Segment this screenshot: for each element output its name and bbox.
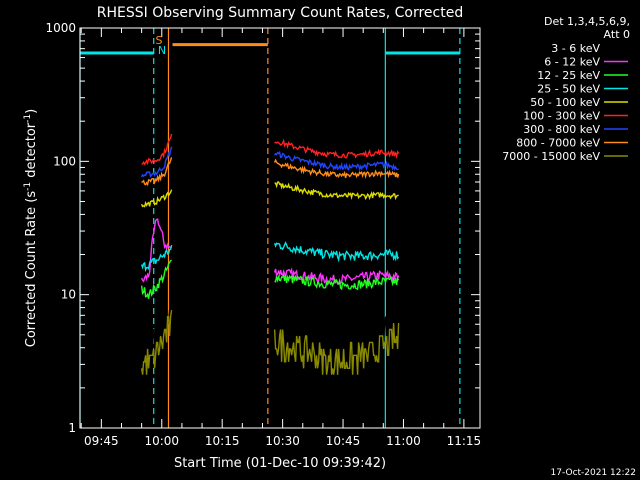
series-7000-15000kev bbox=[140, 309, 400, 375]
series-trace bbox=[274, 273, 400, 291]
x-tick-label: 09:45 bbox=[84, 434, 119, 448]
x-tick-label: 11:00 bbox=[386, 434, 421, 448]
legend-label: 12 - 25 keV bbox=[537, 69, 600, 82]
series-trace bbox=[140, 244, 173, 273]
series-trace bbox=[273, 158, 400, 180]
y-axis-label-mid: detector bbox=[24, 122, 39, 182]
series-trace bbox=[274, 181, 399, 201]
x-tick-label: 10:00 bbox=[144, 434, 179, 448]
legend-label: 25 - 50 keV bbox=[537, 83, 600, 96]
series-300-800kev bbox=[140, 146, 399, 179]
legend-label: 7000 - 15000 keV bbox=[502, 150, 600, 163]
y-tick-label: 1 bbox=[68, 421, 76, 435]
series-layer bbox=[140, 133, 400, 375]
y-axis-label-prefix: Corrected Count Rate (s bbox=[24, 191, 39, 348]
series-trace bbox=[273, 241, 400, 263]
x-tick-label: 10:45 bbox=[326, 434, 361, 448]
y-axis-label: Corrected Count Rate (s-1 detector-1) bbox=[23, 109, 39, 347]
legend-label: 3 - 6 keV bbox=[551, 42, 600, 55]
attenuator-label: Att 0 bbox=[604, 28, 630, 41]
y-axis-label-sup1: -1 bbox=[23, 182, 33, 191]
series-trace bbox=[140, 189, 173, 208]
series-trace bbox=[140, 146, 173, 179]
series-800-7000kev bbox=[141, 157, 400, 187]
series-trace bbox=[273, 322, 400, 375]
y-tick-label: 1000 bbox=[45, 21, 76, 35]
series-100-300kev bbox=[141, 133, 400, 166]
x-tick-label: 11:15 bbox=[447, 434, 482, 448]
x-tick-label: 10:15 bbox=[205, 434, 240, 448]
series-trace bbox=[274, 138, 400, 160]
series-25-50kev bbox=[140, 241, 400, 273]
series-trace bbox=[140, 259, 172, 299]
y-tick-label: 100 bbox=[53, 154, 76, 168]
series-trace bbox=[141, 157, 173, 187]
series-trace bbox=[140, 309, 173, 375]
series-trace bbox=[140, 218, 173, 283]
series-trace bbox=[274, 150, 399, 172]
saa-marker-s: S bbox=[156, 34, 163, 47]
legend-label: 300 - 800 keV bbox=[523, 123, 600, 136]
legend-label: 6 - 12 keV bbox=[544, 56, 600, 69]
y-axis-label-sup2: -1 bbox=[23, 114, 33, 123]
x-tick-label: 10:30 bbox=[265, 434, 300, 448]
night-marker-n: N bbox=[158, 44, 166, 57]
series-trace bbox=[141, 133, 173, 166]
legend-label: 100 - 300 keV bbox=[523, 110, 600, 123]
series-trace bbox=[273, 303, 400, 350]
series-12-25kev bbox=[140, 259, 400, 299]
plot-frame bbox=[79, 27, 481, 429]
x-axis-label: Start Time (01-Dec-10 09:39:42) bbox=[174, 456, 386, 471]
y-tick-label: 10 bbox=[61, 288, 76, 302]
axis-ticks: 1 10 100 1000 09:45 10:00 10:15 10:30 10:45 11:00… bbox=[45, 21, 481, 448]
footer-date: 17-Oct-2021 12:22 bbox=[551, 468, 636, 478]
legend-label: 50 - 100 keV bbox=[530, 96, 600, 109]
detector-label: Det 1,3,4,5,6,9, bbox=[544, 15, 630, 28]
chart-title: RHESSI Observing Summary Count Rates, Co… bbox=[97, 5, 463, 21]
y-axis-label-suffix: ) bbox=[24, 109, 39, 114]
legend-label: 800 - 7000 keV bbox=[516, 137, 600, 150]
series-50-100kev bbox=[140, 181, 399, 208]
